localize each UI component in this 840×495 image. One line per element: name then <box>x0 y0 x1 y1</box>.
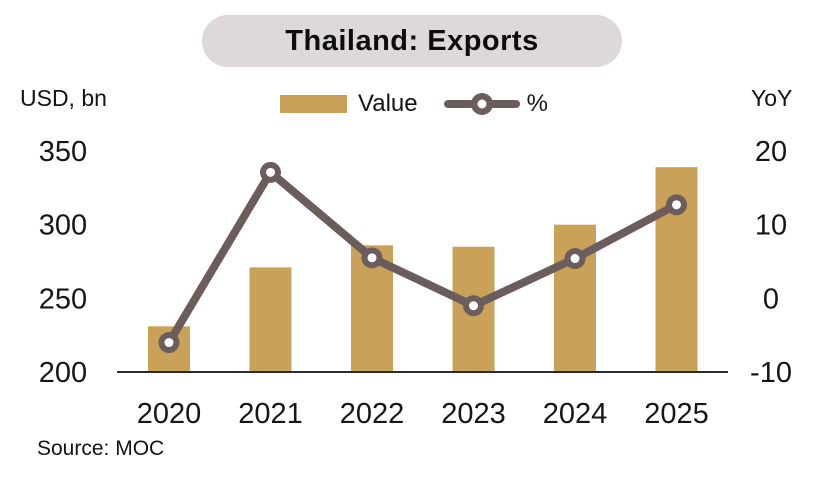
x-axis-label-2020: 2020 <box>137 398 202 430</box>
x-axis-label-2023: 2023 <box>441 398 506 430</box>
legend-bar-swatch <box>280 95 347 113</box>
legend: Value % <box>280 90 548 117</box>
legend-line-marker-icon <box>443 93 520 115</box>
chart-title: Thailand: Exports <box>285 24 539 57</box>
legend-value-label: Value <box>358 90 418 117</box>
yoy-line <box>165 168 681 347</box>
left-axis-tick-250: 250 <box>39 283 87 315</box>
chart-title-pill: Thailand: Exports <box>202 15 622 67</box>
legend-pct-label: % <box>526 90 548 117</box>
x-axis-label-2024: 2024 <box>543 398 608 430</box>
marker-hole-2021 <box>266 167 275 177</box>
marker-hole-2024 <box>570 254 580 264</box>
x-axis-label-2022: 2022 <box>340 398 405 430</box>
x-axis-label-2021: 2021 <box>238 398 303 430</box>
source-note: Source: MOC <box>37 437 165 460</box>
left-axis-tick-350: 350 <box>39 136 87 168</box>
right-axis-tick--10: -10 <box>750 357 792 389</box>
bar-2021 <box>249 267 292 372</box>
marker-hole-2020 <box>164 338 174 348</box>
left-axis-tick-300: 300 <box>39 210 87 242</box>
right-axis-tick-20: 20 <box>755 136 787 168</box>
marker-hole-2025 <box>672 200 681 210</box>
marker-hole-2023 <box>469 301 478 311</box>
right-axis-tick-0: 0 <box>763 283 779 315</box>
right-axis-tick-10: 10 <box>755 210 787 242</box>
right-axis-header: YoY <box>751 85 793 111</box>
left-axis-tick-200: 200 <box>39 357 87 389</box>
left-axis-header: USD, bn <box>20 85 107 111</box>
marker-hole-2022 <box>367 253 377 263</box>
x-axis-label-2025: 2025 <box>644 398 709 430</box>
